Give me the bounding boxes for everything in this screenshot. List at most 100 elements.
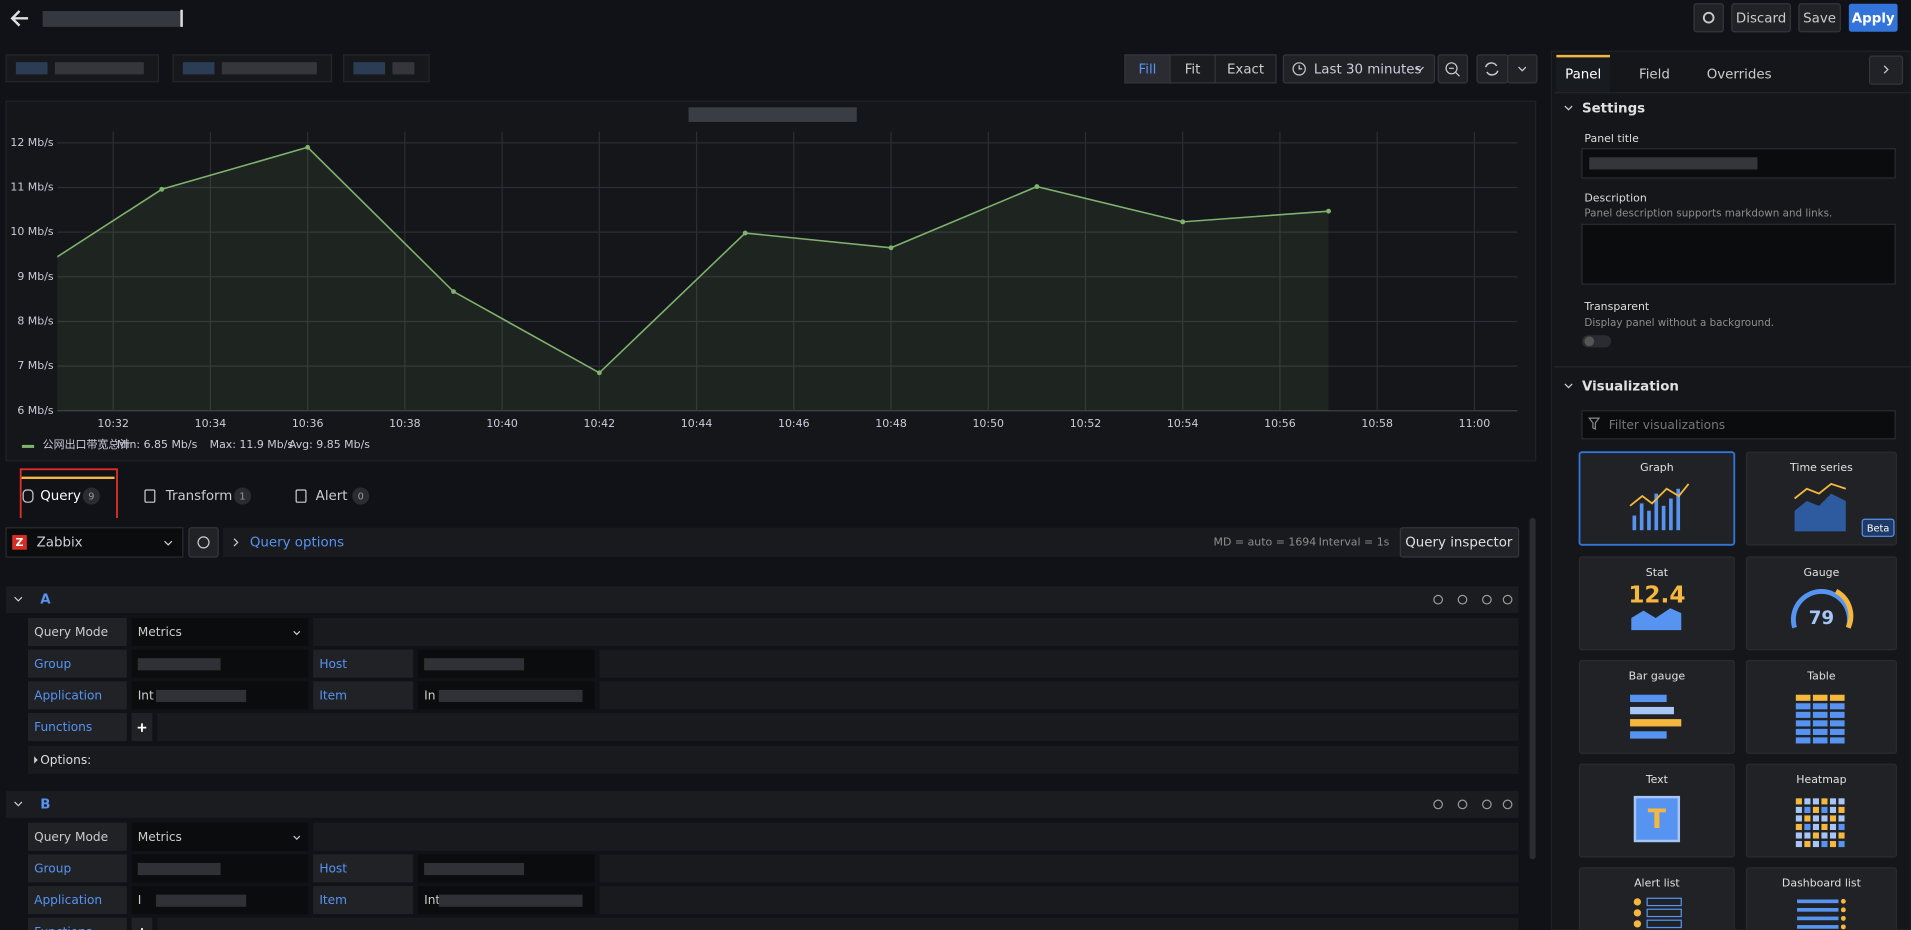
apply-button[interactable] [1848,3,1898,32]
gauge-icon-text: 79 [1809,608,1834,629]
legend-stat: Min: 6.85 Mb/s [117,438,198,451]
section-title: Visualization [1582,379,1679,394]
beta-badge-text: Beta [1867,523,1890,534]
icon-cell [1812,832,1819,839]
x-tick-label: 10:40 [486,417,518,430]
datasource-name: Zabbix [37,535,83,550]
description-input[interactable] [1581,223,1896,285]
refresh-interval-button[interactable] [1506,54,1538,84]
query-field-text: I [138,893,142,907]
query-action-icon[interactable] [1502,799,1513,810]
visualization-card[interactable] [1578,867,1735,930]
y-tick-label: 6 Mb/s [17,404,54,417]
icon-cell [1804,832,1811,839]
blurred-value [438,894,583,907]
query-field[interactable] [131,822,309,851]
tab-icon [22,489,34,503]
field-label: Description [1584,192,1646,205]
tab-label: Alert [316,489,348,504]
collapse-pane-button[interactable] [1868,55,1904,85]
query-action-icon[interactable] [1502,594,1513,605]
visualization-card[interactable] [1745,867,1897,930]
query-field-text: Functions [34,925,92,930]
time-picker[interactable] [1282,54,1436,84]
blurred-panel-title-input [1589,157,1758,170]
icon-dot [1633,920,1642,928]
icon-cell [1838,823,1845,831]
x-tick-label: 10:44 [681,417,713,430]
query-field [28,649,127,678]
icon-cell [1812,694,1828,701]
query-field [157,917,1519,930]
query-field-text: Group [34,657,71,671]
query-field[interactable] [131,617,309,646]
query-field [28,886,127,915]
icon-cell [1829,694,1845,701]
icon-cell [1829,815,1837,822]
query-options-row [223,527,1519,558]
query-action-icon[interactable] [1433,594,1443,605]
text-icon-box [1633,795,1681,843]
y-tick-label: 9 Mb/s [17,270,54,283]
beta-badge [1861,518,1895,537]
x-tick-label: 10:58 [1361,417,1393,430]
max-data-points: MD = auto = 1694 [1214,535,1317,548]
zoom-icon-lines [1449,67,1460,77]
legend-name: 公网出口带宽总计 [43,437,131,451]
query-action-icon[interactable] [1457,594,1468,605]
query-action-icon[interactable] [1457,799,1468,810]
x-tick-label: 10:38 [389,417,421,430]
visualization-name: Time series [1789,461,1853,474]
zoom-icon [1445,62,1458,75]
icon-cell [1795,711,1811,718]
query-field-text: Metrics [138,625,182,639]
x-tick-label: 10:42 [584,417,616,430]
query-action-icon[interactable] [1433,799,1443,810]
help-button[interactable] [188,527,219,558]
active-tab [1556,56,1610,93]
toolbar-button[interactable] [1798,3,1841,33]
blurred-variable-label [15,62,48,75]
options-row [28,745,1519,774]
settings-button[interactable] [1693,3,1724,33]
query-field [313,681,414,710]
toolbar-button[interactable] [1731,3,1791,33]
icon-cell [1812,720,1828,727]
mode-button[interactable] [1214,54,1277,84]
datasource-picker[interactable] [5,527,184,558]
legend-stat: Avg: 9.85 Mb/s [289,438,370,451]
refresh-icon [1484,62,1499,76]
query-inspector-button[interactable] [1399,527,1520,558]
query-action-icon[interactable] [1482,799,1492,810]
filter-input[interactable] [1581,410,1896,440]
visualization-name: Stat [1646,566,1669,579]
blurred-variable-value [54,62,144,75]
icon-dot [1840,915,1846,921]
icon-cell [1829,728,1845,735]
visualization-card[interactable] [1578,556,1735,651]
icon-area [1794,493,1846,532]
icon-row [1797,916,1839,921]
visualization-card[interactable] [1745,451,1897,546]
icon-cell [1795,694,1811,701]
gear-icon [1702,11,1715,24]
series-line [57,146,1329,374]
icon-cell [1795,720,1811,727]
query-action-icon[interactable] [1482,594,1492,605]
icon-cell [1804,798,1811,805]
icon-bar [1630,694,1667,703]
select-caret [293,835,301,841]
icon-cell [1795,815,1802,822]
icon-cell [1838,798,1845,805]
blurred-value [438,689,583,703]
visualization-name: Graph [1640,461,1674,474]
x-tick-label: 10:56 [1264,417,1296,430]
clock-hands [1298,65,1303,70]
query-field [131,917,153,930]
query-field [599,854,1519,883]
icon-cell [1812,806,1819,813]
refresh-button[interactable] [1476,54,1509,84]
visualization-card[interactable] [1745,556,1897,651]
icon-bar [1639,503,1644,531]
icon-cell [1821,840,1828,848]
